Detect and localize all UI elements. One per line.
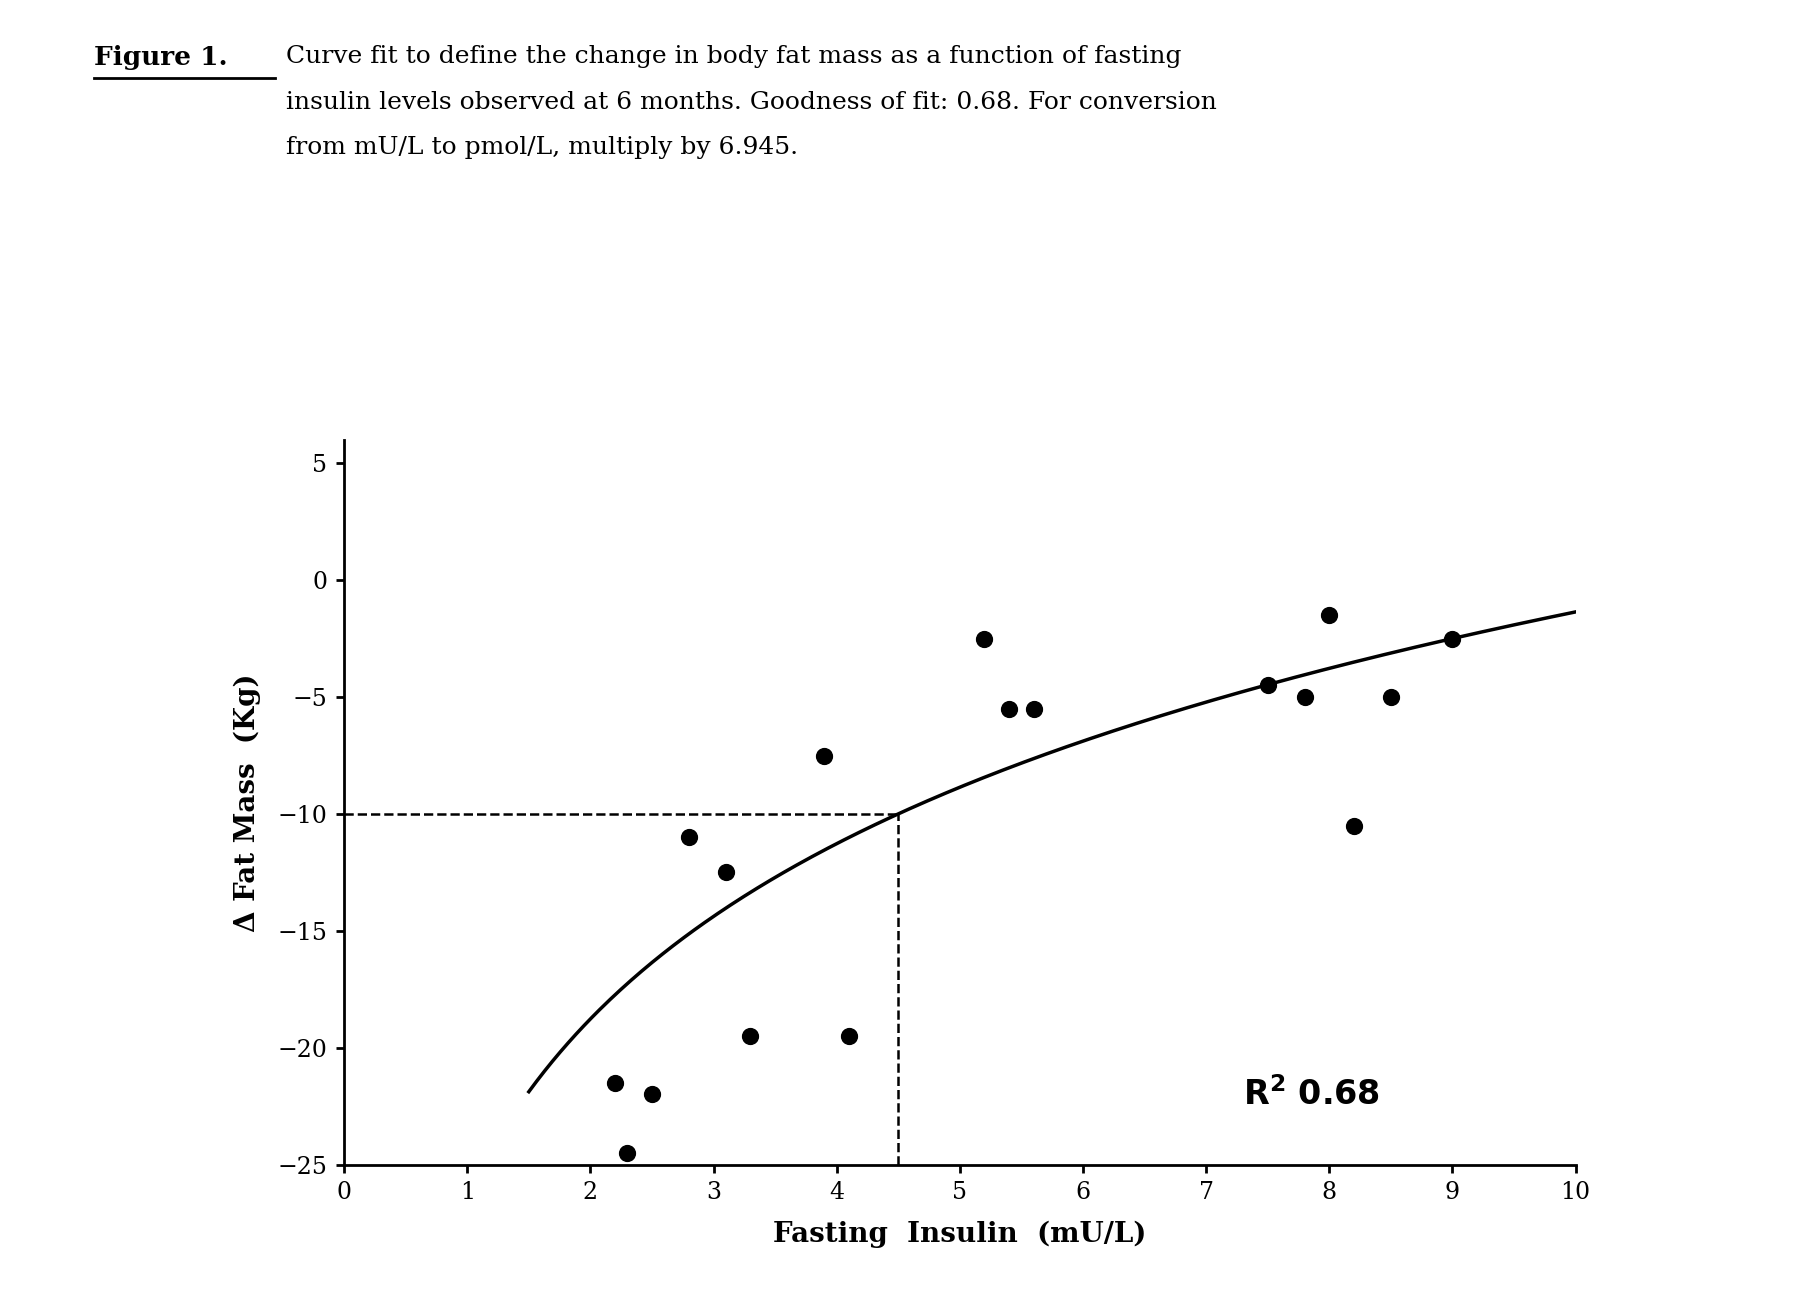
Y-axis label: Δ Fat Mass  (Kg): Δ Fat Mass (Kg) xyxy=(234,673,261,932)
Text: insulin levels observed at 6 months. Goodness of fit: 0.68. For conversion: insulin levels observed at 6 months. Goo… xyxy=(286,91,1217,114)
Point xyxy=(1376,687,1405,708)
Text: Figure 1.: Figure 1. xyxy=(94,45,228,70)
Point xyxy=(1315,604,1344,625)
Point xyxy=(971,629,1000,650)
Point xyxy=(1253,675,1282,696)
Point xyxy=(994,699,1023,719)
Text: from mU/L to pmol/L, multiply by 6.945.: from mU/L to pmol/L, multiply by 6.945. xyxy=(286,136,799,159)
Point xyxy=(637,1084,666,1105)
Point xyxy=(835,1026,864,1047)
Point xyxy=(601,1073,630,1093)
Point xyxy=(612,1143,641,1163)
Text: Curve fit to define the change in body fat mass as a function of fasting: Curve fit to define the change in body f… xyxy=(286,45,1181,69)
Point xyxy=(674,827,703,848)
Point xyxy=(1289,687,1318,708)
Point xyxy=(735,1026,764,1047)
Point xyxy=(712,862,741,883)
Point xyxy=(1438,629,1467,650)
X-axis label: Fasting  Insulin  (mU/L): Fasting Insulin (mU/L) xyxy=(773,1222,1146,1249)
Text: $\mathbf{R^2}$ $\mathbf{0.68}$: $\mathbf{R^2}$ $\mathbf{0.68}$ xyxy=(1242,1077,1380,1112)
Point xyxy=(1020,699,1049,719)
Point xyxy=(810,745,838,766)
Point xyxy=(1340,815,1369,836)
